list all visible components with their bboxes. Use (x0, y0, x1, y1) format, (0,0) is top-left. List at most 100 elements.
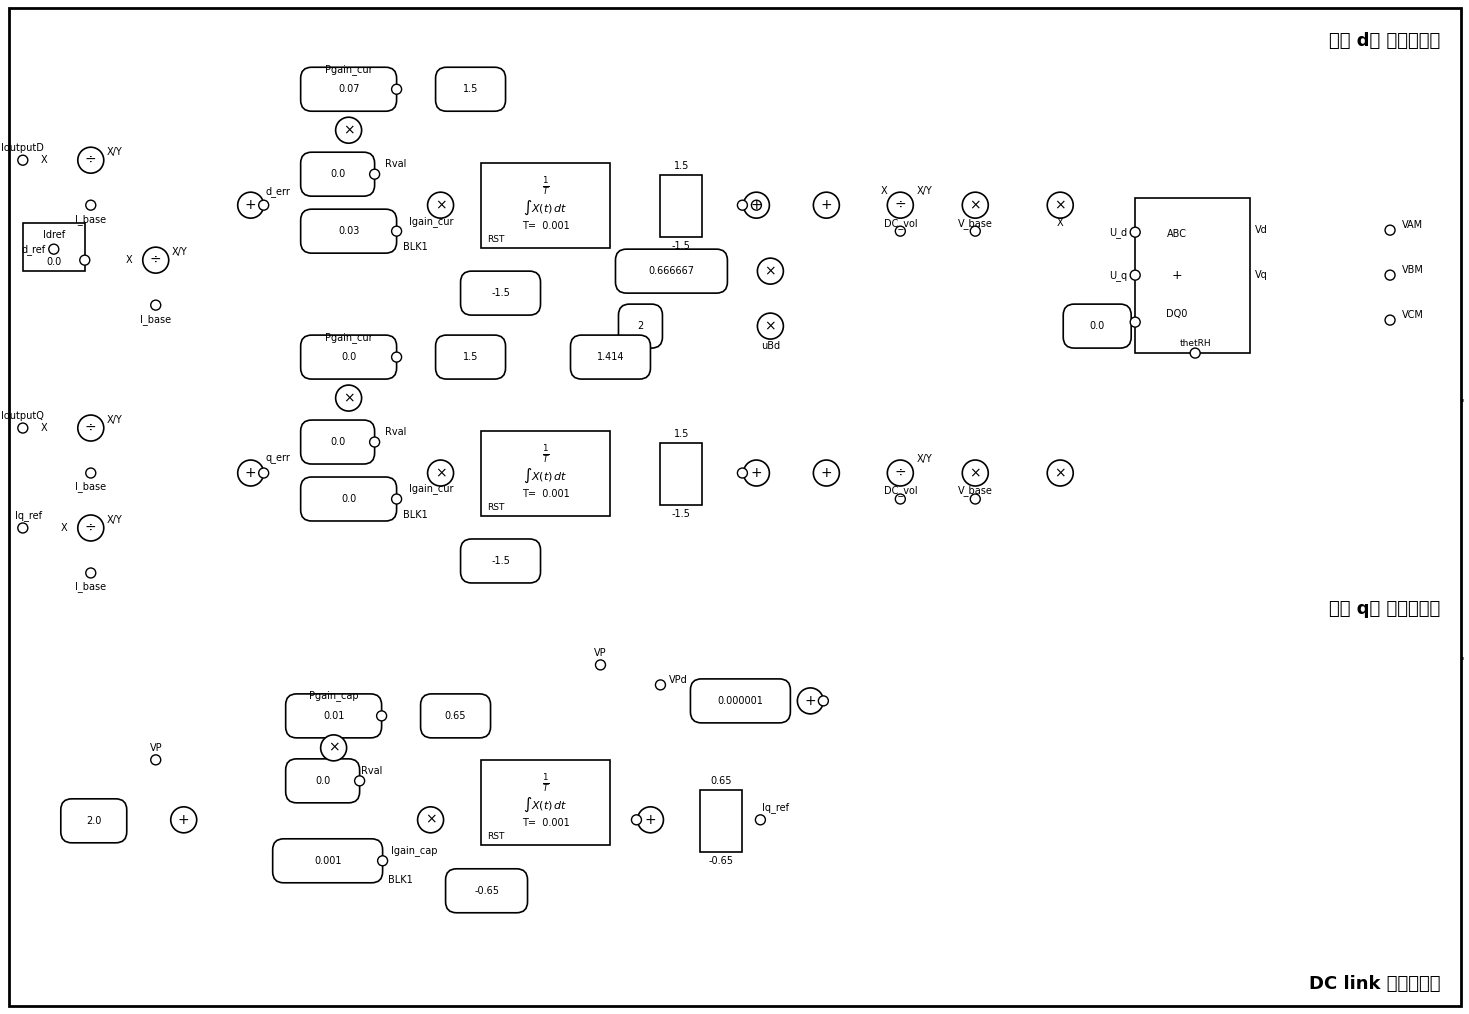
FancyBboxPatch shape (301, 67, 397, 112)
Circle shape (151, 754, 160, 765)
Text: 0.01: 0.01 (323, 711, 344, 721)
Text: Iq_ref: Iq_ref (762, 802, 789, 813)
Circle shape (142, 247, 169, 273)
Circle shape (1130, 227, 1140, 237)
Text: X/Y: X/Y (172, 247, 188, 258)
Circle shape (151, 300, 160, 310)
Text: VCM: VCM (1401, 310, 1423, 320)
Circle shape (655, 680, 665, 690)
Text: d_err: d_err (266, 186, 291, 197)
Text: ×: × (764, 319, 776, 334)
FancyBboxPatch shape (618, 304, 663, 348)
Circle shape (743, 193, 770, 218)
Circle shape (887, 193, 914, 218)
Text: +: + (178, 813, 190, 826)
Text: X: X (881, 187, 887, 196)
Text: VPd: VPd (668, 675, 687, 684)
Circle shape (814, 193, 839, 218)
Text: T=  0.001: T= 0.001 (521, 221, 570, 231)
Text: I_base: I_base (75, 482, 106, 493)
Text: RST: RST (486, 831, 504, 841)
Circle shape (392, 352, 401, 362)
Text: 1.5: 1.5 (674, 429, 689, 439)
Text: IoutputQ: IoutputQ (1, 411, 44, 421)
Circle shape (78, 515, 104, 541)
Circle shape (238, 460, 263, 486)
Text: 0.0: 0.0 (331, 437, 345, 447)
FancyBboxPatch shape (301, 477, 397, 521)
Text: Rval: Rval (360, 766, 382, 776)
Text: V_base: V_base (958, 218, 993, 228)
Text: 1.5: 1.5 (463, 352, 479, 362)
Text: 2: 2 (638, 321, 643, 332)
Text: 0.0: 0.0 (1090, 321, 1105, 332)
Text: DC_vol: DC_vol (883, 486, 917, 497)
Text: $\frac{1}{T}$: $\frac{1}{T}$ (542, 772, 549, 794)
Text: I_base: I_base (75, 214, 106, 225)
Circle shape (752, 200, 761, 210)
Text: X: X (60, 523, 68, 533)
Text: ÷: ÷ (150, 254, 162, 267)
Circle shape (758, 259, 783, 284)
FancyBboxPatch shape (616, 249, 727, 293)
Text: ×: × (1055, 466, 1066, 480)
Text: -0.65: -0.65 (710, 856, 734, 866)
Circle shape (1047, 460, 1074, 486)
Text: -1.5: -1.5 (671, 241, 690, 251)
FancyBboxPatch shape (1064, 304, 1131, 348)
Circle shape (743, 460, 770, 486)
Text: +: + (245, 466, 257, 480)
Text: X: X (41, 423, 47, 433)
Text: ÷: ÷ (895, 466, 906, 480)
Circle shape (417, 807, 444, 832)
Circle shape (1047, 193, 1074, 218)
Text: RST: RST (486, 503, 504, 512)
Text: 0.65: 0.65 (711, 776, 732, 786)
Circle shape (238, 193, 263, 218)
Circle shape (595, 660, 605, 670)
Circle shape (737, 468, 748, 478)
Circle shape (895, 494, 905, 504)
Text: X: X (125, 256, 132, 265)
Text: 1.5: 1.5 (674, 161, 689, 171)
Text: Igain_cur: Igain_cur (408, 216, 452, 226)
Circle shape (18, 523, 28, 533)
Text: -0.65: -0.65 (474, 886, 499, 895)
Text: 계통 d축 전류제어기: 계통 d축 전류제어기 (1329, 32, 1440, 51)
FancyBboxPatch shape (436, 67, 505, 112)
Circle shape (427, 193, 454, 218)
Text: thetRH: thetRH (1180, 339, 1210, 348)
Text: U_q: U_q (1109, 270, 1127, 281)
Text: 1.5: 1.5 (463, 84, 479, 94)
Circle shape (85, 568, 95, 578)
Text: Igain_cur: Igain_cur (408, 484, 452, 495)
Circle shape (392, 226, 401, 236)
Text: +: + (821, 198, 831, 212)
FancyBboxPatch shape (461, 539, 541, 583)
Circle shape (1385, 315, 1396, 325)
Text: I_base: I_base (75, 581, 106, 592)
Text: 0.0: 0.0 (331, 169, 345, 179)
Text: 0.000001: 0.000001 (717, 696, 764, 706)
Text: ×: × (435, 198, 447, 212)
Text: BLK1: BLK1 (403, 510, 427, 520)
Text: +: + (1171, 269, 1183, 282)
FancyBboxPatch shape (420, 694, 491, 738)
Text: X/Y: X/Y (107, 515, 122, 525)
Text: -1.5: -1.5 (491, 288, 510, 298)
Circle shape (758, 313, 783, 339)
Text: ÷: ÷ (85, 521, 97, 535)
Text: ×: × (970, 466, 981, 480)
FancyBboxPatch shape (301, 209, 397, 254)
Circle shape (376, 711, 386, 721)
Circle shape (895, 226, 905, 236)
Circle shape (48, 244, 59, 255)
Text: VP: VP (593, 648, 607, 658)
Text: $\int X(t)\,dt$: $\int X(t)\,dt$ (523, 466, 567, 485)
Text: +: + (805, 694, 817, 708)
Text: 0.07: 0.07 (338, 84, 360, 94)
Circle shape (427, 460, 454, 486)
Bar (480, 431, 611, 516)
Text: uBd: uBd (761, 341, 780, 351)
FancyBboxPatch shape (301, 420, 375, 464)
